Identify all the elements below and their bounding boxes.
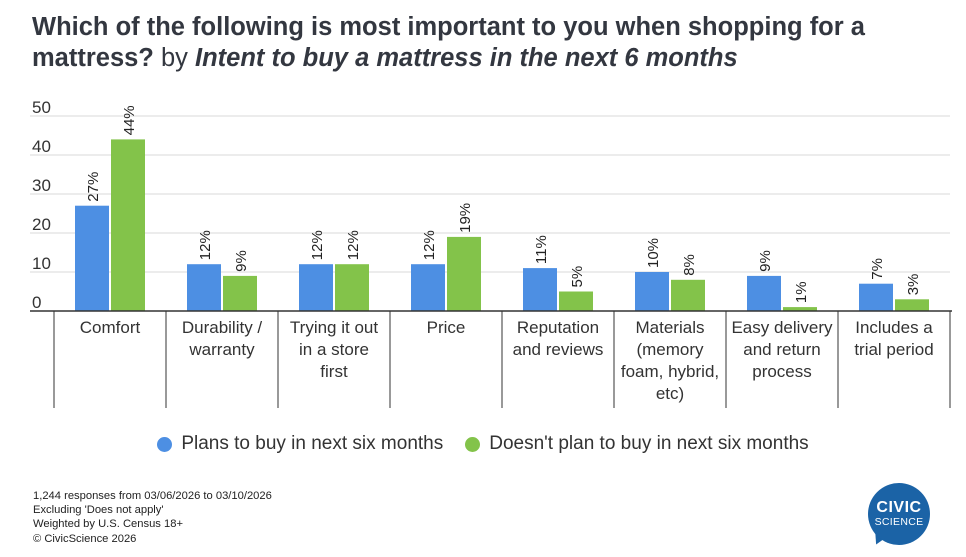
data-label-no-plans-5: 8% (681, 254, 698, 276)
x-category-label-1-line-1: warranty (188, 340, 255, 359)
data-label-no-plans-6: 1% (793, 281, 810, 303)
x-category-label-2-line-1: in a store (299, 340, 369, 359)
data-label-no-plans-4: 5% (569, 266, 586, 288)
data-label-plans-0: 27% (85, 172, 102, 202)
data-label-plans-4: 11% (533, 235, 550, 264)
footnote-responses: 1,244 responses from 03/06/2026 to 03/10… (33, 490, 272, 502)
data-label-no-plans-2: 12% (345, 230, 362, 260)
bar-no-plans-3 (447, 236, 481, 311)
bar-plans-6 (747, 275, 781, 311)
bar-plans-7 (859, 283, 893, 311)
x-category-label-3-line-0: Price (427, 318, 466, 337)
x-category-label-2-line-0: Trying it out (290, 318, 378, 337)
x-category-label-0-line-0: Comfort (80, 318, 141, 337)
title-by: by (160, 44, 188, 72)
logo-circle: CIVIC SCIENCE (868, 483, 930, 545)
civicscience-logo: CIVIC SCIENCE (867, 483, 934, 549)
data-label-plans-7: 7% (869, 258, 886, 280)
footnotes: 1,244 responses from 03/06/2026 to 03/10… (33, 489, 272, 546)
data-label-plans-2: 12% (309, 230, 326, 260)
x-category-label-5-line-3: etc) (656, 384, 684, 403)
bar-plans-4 (523, 268, 557, 311)
legend-item-no-plans[interactable]: Doesn't plan to buy in next six months (465, 433, 809, 455)
x-category-label-4-line-0: Reputation (517, 318, 599, 337)
x-category-label-5-line-2: foam, hybrid, (621, 362, 719, 381)
y-tick-label-10: 10 (32, 254, 51, 273)
y-tick-label-30: 30 (32, 176, 51, 195)
x-category-label-2-line-2: first (320, 362, 348, 381)
data-label-plans-3: 12% (421, 230, 438, 260)
x-category-label-7-line-0: Includes a (855, 318, 933, 337)
data-label-no-plans-3: 19% (457, 203, 474, 233)
x-category-label-6-line-2: process (752, 362, 812, 381)
x-category-label-4-line-1: and reviews (513, 340, 604, 359)
title-intent: Intent to buy a mattress in the next 6 m… (195, 44, 738, 72)
logo-text-civic: CIVIC (876, 499, 922, 516)
footnote-excluding: Excluding 'Does not apply' (33, 504, 164, 517)
x-category-label-7-line-1: trial period (854, 340, 933, 359)
y-tick-label-50: 50 (32, 98, 51, 117)
y-tick-label-40: 40 (32, 137, 51, 156)
x-category-label-5-line-1: (memory (636, 340, 704, 359)
footnote-weighted: Weighted by U.S. Census 18+ (33, 518, 183, 531)
bar-plans-0 (75, 205, 109, 311)
bar-plans-1 (187, 264, 221, 311)
legend-swatch-plans (157, 436, 173, 452)
y-tick-label-20: 20 (32, 215, 51, 234)
data-label-plans-6: 9% (757, 250, 774, 272)
legend-label-no-plans: Doesn't plan to buy in next six months (489, 433, 809, 454)
data-label-plans-5: 10% (645, 238, 662, 268)
title-main: Which of the following is most important… (32, 13, 865, 72)
x-category-label-5-line-0: Materials (636, 318, 705, 337)
bar-no-plans-2 (335, 264, 369, 311)
data-label-no-plans-0: 44% (121, 105, 138, 135)
bar-plans-2 (299, 264, 333, 311)
legend-swatch-no-plans (465, 436, 481, 452)
bar-plans-5 (635, 272, 669, 311)
legend: Plans to buy in next six months Doesn't … (0, 433, 966, 455)
logo-text-science: SCIENCE (874, 516, 924, 528)
bar-plans-3 (411, 264, 445, 311)
chart-title: Which of the following is most important… (32, 12, 952, 74)
bar-no-plans-0 (111, 139, 145, 311)
legend-item-plans[interactable]: Plans to buy in next six months (157, 433, 443, 455)
footnote-copyright: © CivicScience 2026 (33, 532, 137, 545)
data-label-plans-1: 12% (197, 230, 214, 260)
x-category-label-6-line-1: and return (743, 340, 821, 359)
y-tick-label-0: 0 (32, 293, 41, 312)
x-category-label-1-line-0: Durability / (182, 318, 263, 337)
data-label-no-plans-1: 9% (233, 250, 250, 272)
bar-no-plans-5 (671, 279, 705, 311)
bar-no-plans-6 (783, 307, 817, 311)
bar-no-plans-7 (895, 299, 929, 311)
data-label-no-plans-7: 3% (905, 274, 922, 296)
bar-no-plans-4 (559, 291, 593, 311)
bar-no-plans-1 (223, 275, 257, 311)
x-category-label-6-line-0: Easy delivery (731, 318, 833, 337)
legend-label-plans: Plans to buy in next six months (181, 433, 444, 454)
